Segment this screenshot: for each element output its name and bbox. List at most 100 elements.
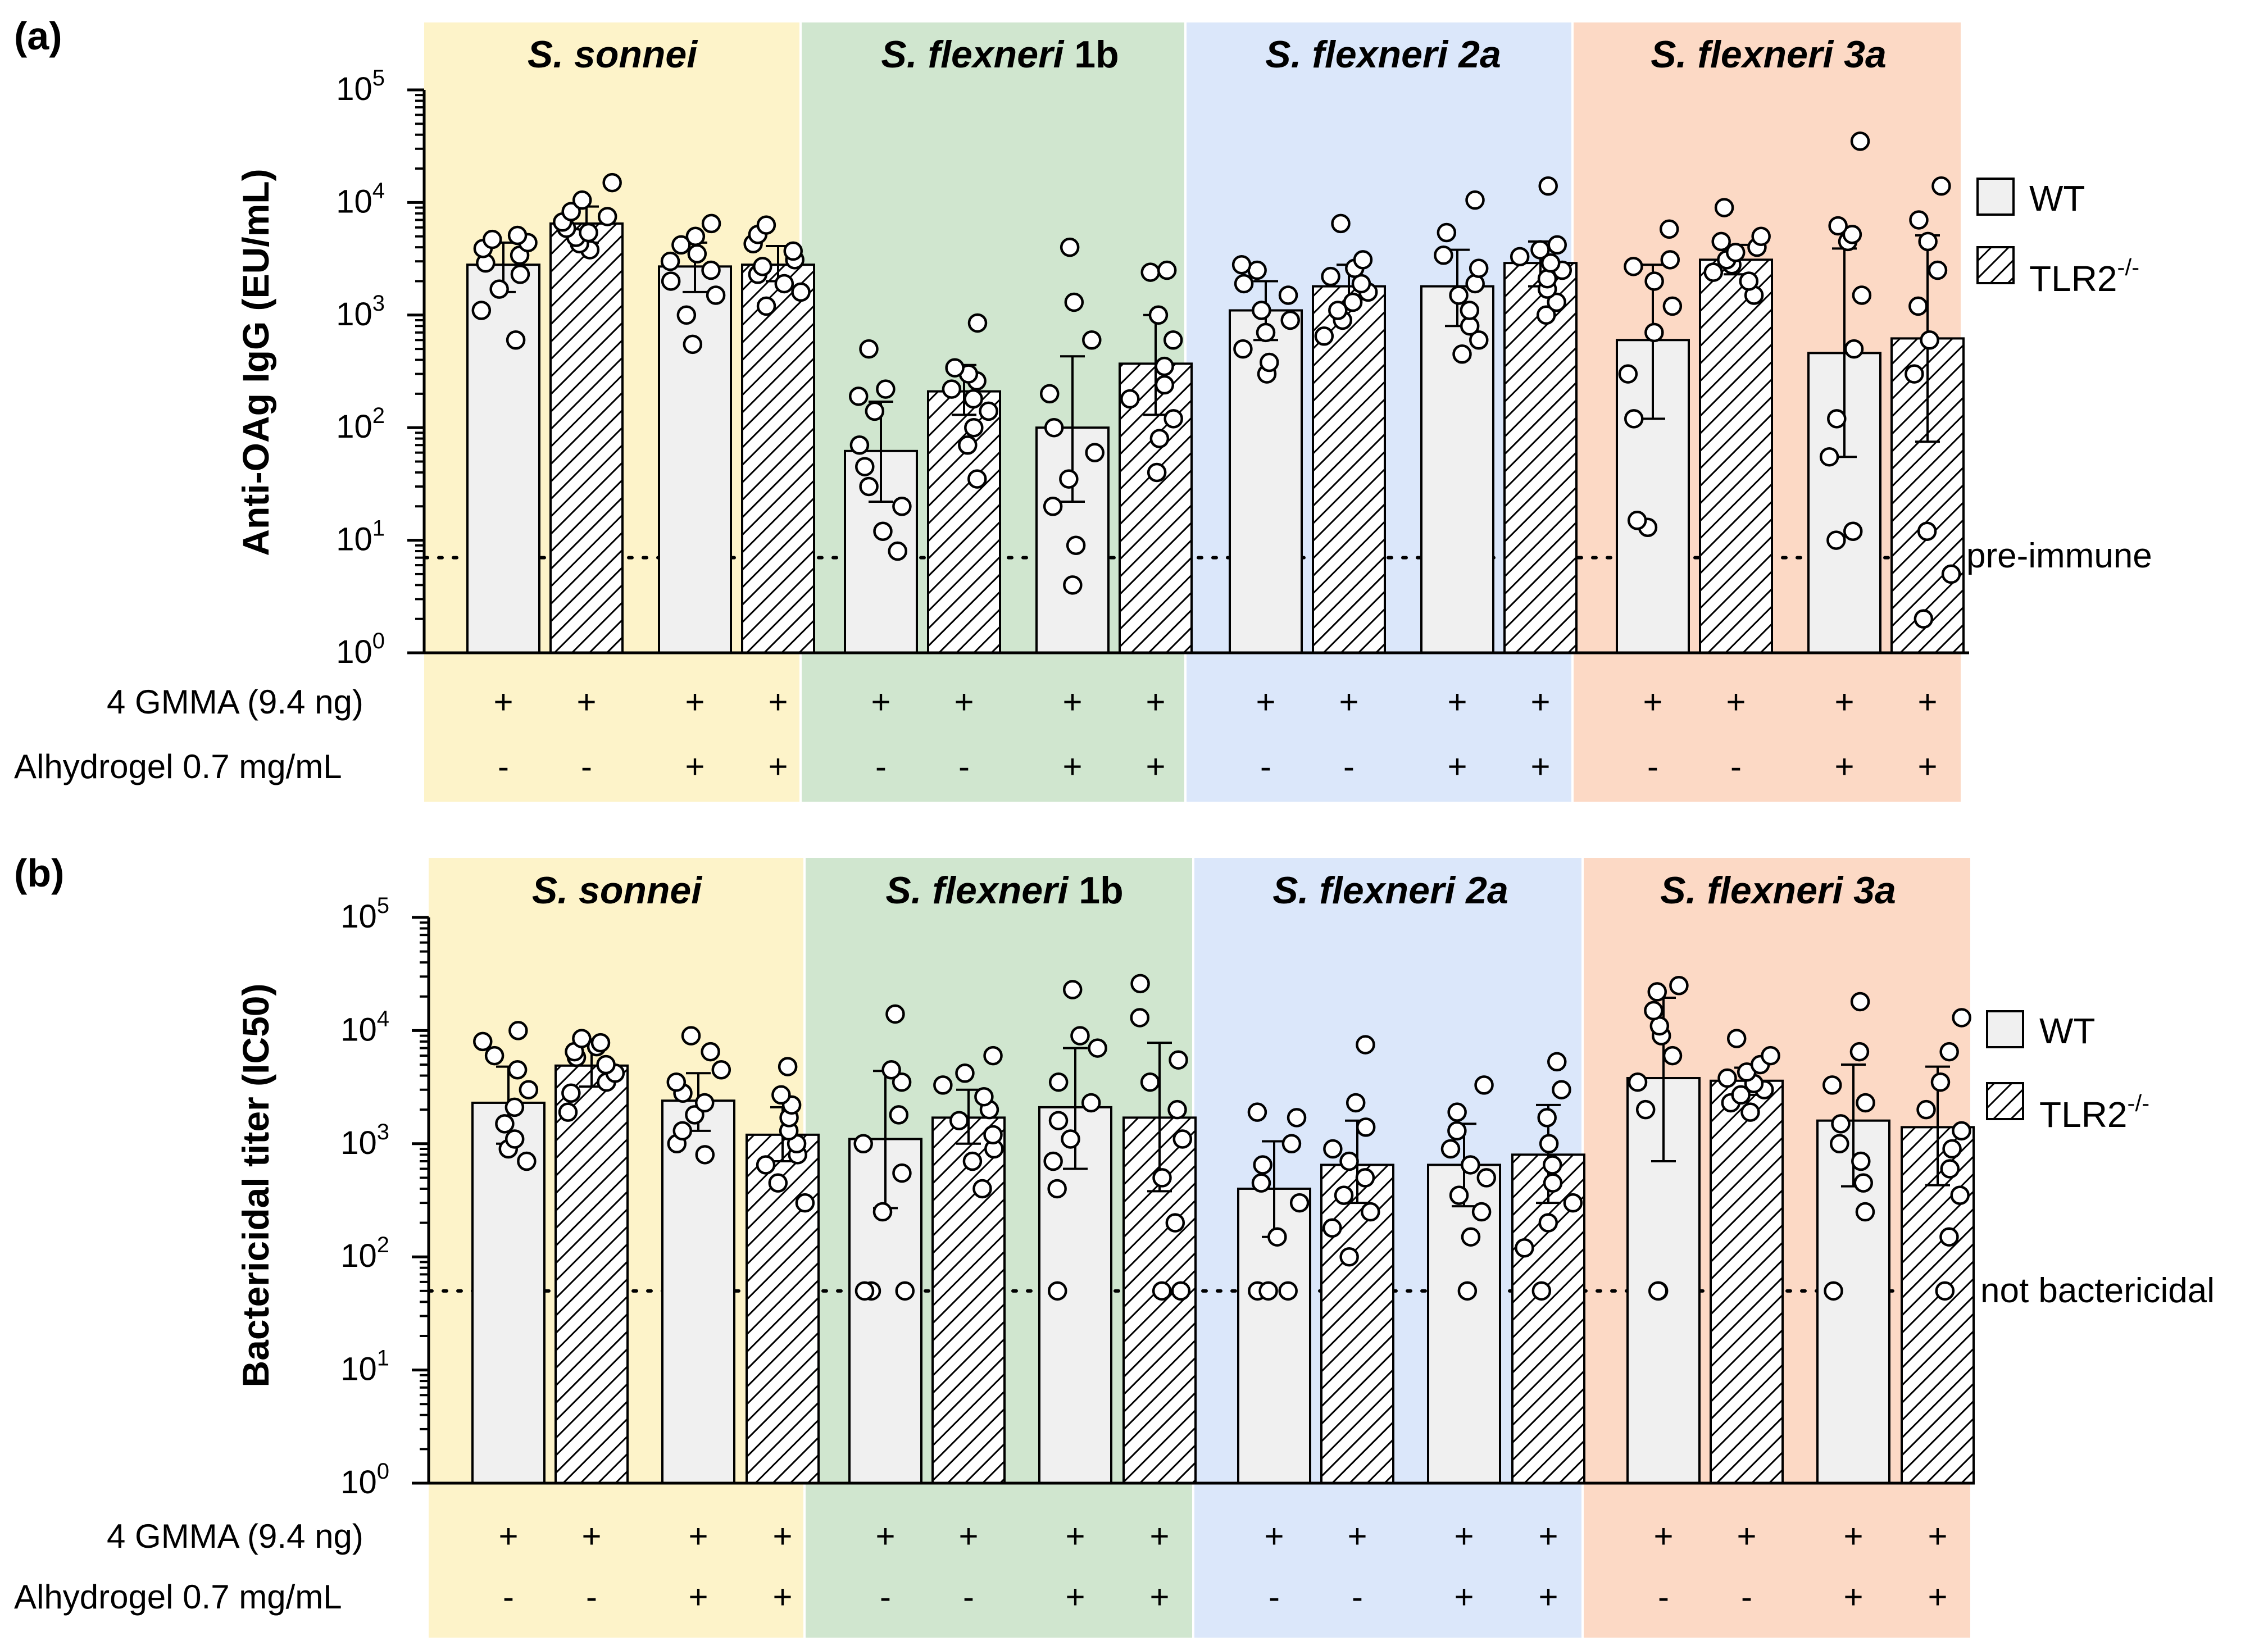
gmma-sign: + <box>1256 683 1275 721</box>
data-point <box>1044 417 1064 438</box>
data-point <box>1252 301 1271 320</box>
data-point <box>974 1087 994 1107</box>
y-tick-label: 102 <box>340 1233 389 1274</box>
data-point <box>756 296 776 316</box>
data-point <box>1452 344 1472 364</box>
data-point <box>1287 1108 1307 1128</box>
data-point <box>1047 1179 1067 1199</box>
data-point <box>1165 1213 1185 1233</box>
bar-tlr2-g1-b2 <box>549 222 624 654</box>
data-point <box>1917 521 1937 541</box>
bar-tlr2-g2-b2 <box>931 1116 1006 1484</box>
data-point <box>687 244 707 264</box>
data-point <box>933 1075 953 1095</box>
data-point <box>1070 1026 1090 1046</box>
gmma-sign: + <box>1447 683 1467 721</box>
alhydrogel-sign: - <box>1730 748 1742 785</box>
group-title-s-flexneri-2a: S. flexneri 2a <box>1265 33 1501 76</box>
data-point <box>1043 1151 1063 1171</box>
data-point <box>1618 364 1638 384</box>
y-tick-label: 104 <box>340 1006 389 1048</box>
gmma-sign: + <box>493 683 513 721</box>
data-point <box>506 330 526 350</box>
data-point <box>1460 301 1480 320</box>
alhydrogel-sign: - <box>875 748 887 785</box>
data-point <box>1827 409 1847 429</box>
data-point <box>1952 1121 1971 1141</box>
alhydrogel-sign: + <box>1065 1578 1085 1616</box>
gmma-sign: + <box>1737 1517 1756 1555</box>
data-point <box>1167 1099 1187 1120</box>
panel-label: (a) <box>14 14 62 58</box>
alhydrogel-sign: + <box>1917 748 1937 785</box>
alhydrogel-sign: + <box>1454 1578 1474 1616</box>
data-point <box>1819 447 1839 467</box>
data-point <box>1662 1046 1683 1066</box>
data-point <box>1662 296 1683 316</box>
data-point <box>1822 1075 1842 1095</box>
gmma-sign: + <box>871 683 890 721</box>
data-point <box>1831 1114 1851 1134</box>
data-point <box>671 235 691 255</box>
data-point <box>504 1129 525 1149</box>
legend-tlr2-swatch <box>1976 246 2015 284</box>
data-point <box>964 417 984 438</box>
alhydrogel-sign: + <box>1062 748 1082 785</box>
data-point <box>1434 246 1453 265</box>
threshold-label: not bactericidal <box>1980 1271 2215 1310</box>
data-point <box>1465 274 1485 294</box>
y-tick-label: 101 <box>336 516 385 558</box>
data-point <box>1066 535 1086 556</box>
data-point <box>1717 1068 1737 1088</box>
gmma-sign: + <box>954 683 974 721</box>
alhydrogel-sign: + <box>772 1578 792 1616</box>
data-point <box>795 1193 815 1213</box>
data-point <box>507 225 528 246</box>
bar-tlr2-g2-b2 <box>927 390 1001 654</box>
data-point <box>596 1054 616 1075</box>
y-tick-label: 101 <box>340 1346 389 1388</box>
data-point <box>1155 375 1175 395</box>
data-point <box>1552 1080 1571 1099</box>
data-point <box>1849 1042 1870 1062</box>
data-point <box>1725 243 1746 262</box>
data-point <box>1851 1151 1871 1171</box>
gmma-sign: + <box>958 1517 978 1555</box>
data-point <box>1628 1072 1648 1092</box>
data-point <box>561 202 581 221</box>
data-point <box>1331 213 1351 234</box>
data-point <box>1543 1155 1562 1175</box>
gmma-sign: + <box>1643 683 1662 721</box>
data-point <box>892 497 912 516</box>
data-point <box>1855 1202 1875 1222</box>
data-point <box>1850 992 1870 1012</box>
data-point <box>561 1083 581 1103</box>
data-point <box>888 541 908 561</box>
data-point <box>1844 339 1864 359</box>
gmma-sign: + <box>1146 683 1165 721</box>
data-point <box>942 379 962 399</box>
gmma-sign: + <box>1347 1517 1367 1555</box>
data-point <box>865 401 885 421</box>
data-point <box>1251 1173 1271 1193</box>
data-point <box>1172 1129 1193 1149</box>
group-title-s-flexneri-3a: S. flexneri 3a <box>1660 869 1896 912</box>
legend-wt-label: WT <box>2029 178 2085 219</box>
data-point <box>1130 974 1150 994</box>
data-point <box>1334 1185 1354 1205</box>
data-point <box>572 1029 592 1048</box>
gmma-sign: + <box>685 683 705 721</box>
bar-wt-g1-b3 <box>658 265 732 654</box>
data-point <box>701 1042 720 1062</box>
data-point <box>1476 1168 1497 1188</box>
group-title-s-flexneri-1b: S. flexneri 1b <box>885 869 1123 912</box>
gmma-sign: + <box>772 1517 792 1555</box>
data-point <box>1063 575 1083 595</box>
alhydrogel-row-label: Alhydrogel 0.7 mg/mL <box>14 748 342 785</box>
data-point <box>1540 253 1561 273</box>
data-point <box>1918 231 1938 252</box>
data-point <box>1940 1159 1960 1179</box>
gmma-sign: + <box>1726 683 1746 721</box>
data-point <box>1258 1281 1278 1301</box>
data-point <box>783 241 803 261</box>
